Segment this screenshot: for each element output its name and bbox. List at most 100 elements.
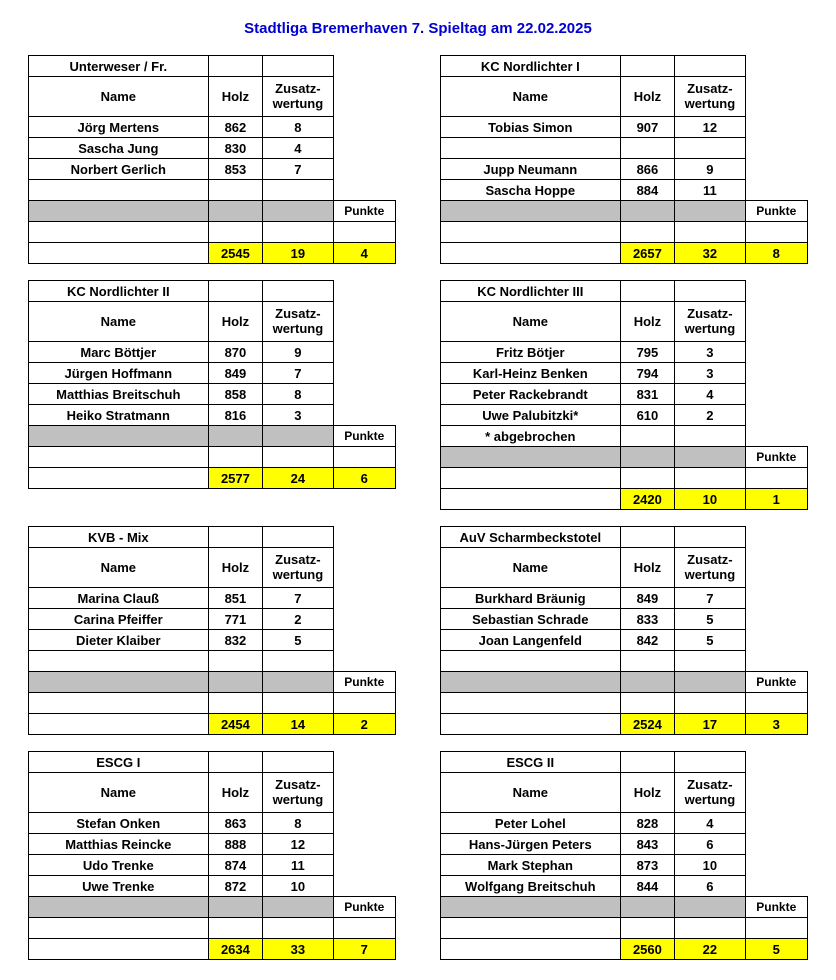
blank-cell bbox=[333, 222, 395, 243]
player-holz: 888 bbox=[208, 834, 263, 855]
team-note: * abgebrochen bbox=[441, 426, 621, 447]
spacer bbox=[745, 281, 807, 302]
spacer bbox=[745, 180, 807, 201]
blank-cell bbox=[620, 527, 675, 548]
player-holz: 816 bbox=[208, 405, 263, 426]
blank-cell bbox=[620, 426, 675, 447]
player-name: Stefan Onken bbox=[29, 813, 209, 834]
spacer bbox=[745, 793, 807, 813]
col-header-name: Name bbox=[441, 773, 621, 813]
spacer bbox=[745, 834, 807, 855]
blank-cell bbox=[263, 447, 333, 468]
spacer bbox=[333, 180, 395, 201]
divider-cell bbox=[620, 201, 675, 222]
divider-cell bbox=[620, 672, 675, 693]
col-header-holz: Holz bbox=[208, 77, 263, 117]
punkte-label: Punkte bbox=[333, 897, 395, 918]
col-header-holz: Holz bbox=[620, 548, 675, 588]
punkte-label: Punkte bbox=[745, 672, 807, 693]
divider-cell bbox=[29, 426, 209, 447]
spacer bbox=[745, 651, 807, 672]
player-name: Dieter Klaiber bbox=[29, 630, 209, 651]
player-holz: 907 bbox=[620, 117, 675, 138]
player-holz: 874 bbox=[208, 855, 263, 876]
player-name: Peter Rackebrandt bbox=[441, 384, 621, 405]
spacer bbox=[333, 855, 395, 876]
player-name: Uwe Trenke bbox=[29, 876, 209, 897]
blank-cell bbox=[208, 56, 263, 77]
player-zusatz: 10 bbox=[675, 855, 745, 876]
blank-cell bbox=[29, 243, 209, 264]
col-header-holz: Holz bbox=[620, 773, 675, 813]
blank-cell bbox=[620, 222, 675, 243]
player-zusatz: 11 bbox=[675, 180, 745, 201]
blank-cell bbox=[29, 918, 209, 939]
player-holz bbox=[620, 651, 675, 672]
divider-cell bbox=[29, 897, 209, 918]
blank-cell bbox=[620, 468, 675, 489]
divider-cell bbox=[441, 897, 621, 918]
team-block: Unterweser / Fr. Name Holz Zusatz-wertun… bbox=[28, 55, 396, 264]
spacer bbox=[745, 117, 807, 138]
player-name: Mark Stephan bbox=[441, 855, 621, 876]
team-name: Unterweser / Fr. bbox=[29, 56, 209, 77]
blank-cell bbox=[441, 693, 621, 714]
divider-cell bbox=[208, 201, 263, 222]
player-name: Sascha Jung bbox=[29, 138, 209, 159]
player-holz: 831 bbox=[620, 384, 675, 405]
team-table: ESCG II Name Holz Zusatz-wertung Peter L… bbox=[440, 751, 808, 960]
player-name: Marc Böttjer bbox=[29, 342, 209, 363]
divider-cell bbox=[208, 897, 263, 918]
blank-cell bbox=[263, 918, 333, 939]
player-zusatz: 7 bbox=[263, 588, 333, 609]
team-table: KC Nordlichter II Name Holz Zusatz-wertu… bbox=[28, 280, 396, 489]
team-block: ESCG I Name Holz Zusatz-wertung Stefan O… bbox=[28, 751, 396, 960]
spacer bbox=[333, 302, 395, 322]
blank-cell bbox=[333, 447, 395, 468]
divider-cell bbox=[29, 201, 209, 222]
player-zusatz: 5 bbox=[675, 630, 745, 651]
total-zusatz: 32 bbox=[675, 243, 745, 264]
col-header-name: Name bbox=[29, 548, 209, 588]
team-name: ESCG II bbox=[441, 752, 621, 773]
divider-cell bbox=[675, 201, 745, 222]
blank-cell bbox=[675, 527, 745, 548]
team-table: Unterweser / Fr. Name Holz Zusatz-wertun… bbox=[28, 55, 396, 264]
blank-cell bbox=[208, 527, 263, 548]
total-zusatz: 14 bbox=[263, 714, 333, 735]
player-holz: 843 bbox=[620, 834, 675, 855]
team-name: ESCG I bbox=[29, 752, 209, 773]
player-holz: 771 bbox=[208, 609, 263, 630]
blank-cell bbox=[745, 918, 807, 939]
col-header-zusatz: Zusatz-wertung bbox=[263, 548, 333, 588]
player-zusatz: 8 bbox=[263, 813, 333, 834]
spacer bbox=[333, 138, 395, 159]
player-holz bbox=[208, 651, 263, 672]
player-holz bbox=[208, 180, 263, 201]
player-zusatz bbox=[675, 651, 745, 672]
player-zusatz: 7 bbox=[263, 363, 333, 384]
divider-cell bbox=[263, 426, 333, 447]
blank-cell bbox=[208, 693, 263, 714]
team-block: KC Nordlichter I Name Holz Zusatz-wertun… bbox=[440, 55, 808, 264]
player-name bbox=[29, 651, 209, 672]
col-header-name: Name bbox=[29, 77, 209, 117]
player-zusatz bbox=[263, 180, 333, 201]
player-holz: 862 bbox=[208, 117, 263, 138]
spacer bbox=[745, 384, 807, 405]
player-holz: 849 bbox=[208, 363, 263, 384]
spacer bbox=[745, 138, 807, 159]
player-zusatz: 6 bbox=[675, 876, 745, 897]
spacer bbox=[745, 363, 807, 384]
spacer bbox=[333, 97, 395, 117]
player-zusatz: 10 bbox=[263, 876, 333, 897]
blank-cell bbox=[620, 693, 675, 714]
divider-cell bbox=[441, 447, 621, 468]
player-name: Matthias Breitschuh bbox=[29, 384, 209, 405]
total-punkte: 2 bbox=[333, 714, 395, 735]
col-header-name: Name bbox=[441, 548, 621, 588]
blank-cell bbox=[263, 281, 333, 302]
col-header-name: Name bbox=[441, 77, 621, 117]
spacer bbox=[745, 342, 807, 363]
blank-cell bbox=[675, 918, 745, 939]
